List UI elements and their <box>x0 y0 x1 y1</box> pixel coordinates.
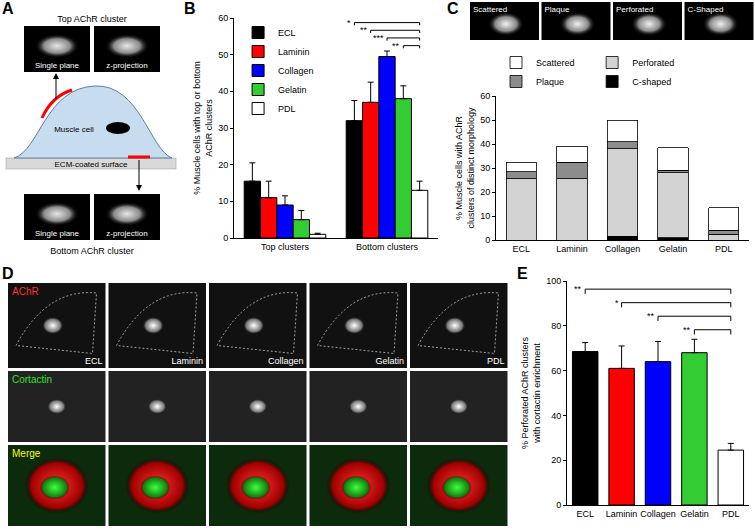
svg-text:20: 20 <box>551 455 561 465</box>
svg-text:ECL: ECL <box>278 28 296 38</box>
svg-text:***: *** <box>373 33 384 43</box>
svg-text:40: 40 <box>551 411 561 421</box>
svg-text:*: * <box>347 18 351 28</box>
svg-text:Perforated: Perforated <box>616 5 653 14</box>
svg-text:ECL: ECL <box>85 356 103 366</box>
svg-text:Laminin: Laminin <box>606 509 638 519</box>
html-text:E: E <box>517 265 528 282</box>
svg-text:Gelatin: Gelatin <box>278 85 307 95</box>
svg-text:0: 0 <box>223 233 228 243</box>
svg-text:PDL: PDL <box>487 356 505 366</box>
svg-text:PDL: PDL <box>722 509 740 519</box>
svg-text:Single plane: Single plane <box>35 229 80 238</box>
svg-text:Gelatin: Gelatin <box>659 244 688 254</box>
svg-text:% Muscle cells with top or bot: % Muscle cells with top or bottomAChR cl… <box>192 61 214 195</box>
svg-text:Gelatin: Gelatin <box>375 356 404 366</box>
svg-text:10: 10 <box>480 211 490 221</box>
svg-text:Single plane: Single plane <box>35 61 80 70</box>
svg-text:100: 100 <box>546 276 561 286</box>
svg-text:Laminin: Laminin <box>556 244 588 254</box>
svg-text:Collagen: Collagen <box>605 244 641 254</box>
svg-text:Scattered: Scattered <box>473 5 507 14</box>
html-text:A: A <box>2 0 14 17</box>
svg-text:**: ** <box>574 284 582 294</box>
svg-text:20: 20 <box>480 187 490 197</box>
svg-text:z-projection: z-projection <box>106 61 147 70</box>
svg-text:Merge: Merge <box>12 448 41 459</box>
svg-text:**: ** <box>392 41 400 51</box>
svg-text:Perforated: Perforated <box>632 58 674 68</box>
svg-text:0: 0 <box>485 235 490 245</box>
svg-text:ECL: ECL <box>513 244 531 254</box>
svg-text:Bottom AChR cluster: Bottom AChR cluster <box>50 246 134 256</box>
svg-text:60: 60 <box>551 366 561 376</box>
svg-text:Bottom clusters: Bottom clusters <box>356 242 419 252</box>
svg-text:Cortactin: Cortactin <box>12 374 52 385</box>
html-text:D: D <box>2 265 14 282</box>
svg-text:Collagen: Collagen <box>278 66 314 76</box>
svg-text:Plaque: Plaque <box>545 5 570 14</box>
svg-text:*: * <box>615 298 619 308</box>
svg-text:% Perforated AChR clusterswith: % Perforated AChR clusterswith cortactin… <box>520 336 542 449</box>
svg-text:ECM-coated surface: ECM-coated surface <box>55 160 128 169</box>
svg-text:40: 40 <box>480 139 490 149</box>
svg-text:PDL: PDL <box>715 244 733 254</box>
svg-text:60: 60 <box>480 91 490 101</box>
svg-text:30: 30 <box>218 123 228 133</box>
svg-text:Collagen: Collagen <box>268 356 304 366</box>
svg-text:0: 0 <box>556 500 561 510</box>
svg-text:Collagen: Collagen <box>640 509 676 519</box>
svg-text:C-Shaped: C-Shaped <box>688 5 724 14</box>
svg-text:Scattered: Scattered <box>536 58 575 68</box>
svg-text:Gelatin: Gelatin <box>680 509 709 519</box>
html-text:C: C <box>447 0 459 17</box>
svg-text:30: 30 <box>480 163 490 173</box>
svg-text:80: 80 <box>551 321 561 331</box>
svg-text:Laminin: Laminin <box>171 356 203 366</box>
svg-text:10: 10 <box>218 196 228 206</box>
html-text:B: B <box>184 0 196 17</box>
svg-text:40: 40 <box>218 86 228 96</box>
svg-text:**: ** <box>683 325 691 335</box>
svg-text:60: 60 <box>218 13 228 23</box>
svg-text:Laminin: Laminin <box>278 47 310 57</box>
svg-text:50: 50 <box>218 50 228 60</box>
svg-text:50: 50 <box>480 115 490 125</box>
svg-text:z-projection: z-projection <box>106 229 147 238</box>
svg-text:Muscle cell: Muscle cell <box>54 125 94 134</box>
svg-text:% Muscle cells with AChRcluste: % Muscle cells with AChRclusters of dist… <box>454 107 476 229</box>
svg-text:PDL: PDL <box>278 104 296 114</box>
svg-text:ECL: ECL <box>576 509 594 519</box>
svg-text:**: ** <box>647 311 655 321</box>
svg-text:20: 20 <box>218 160 228 170</box>
svg-text:Top clusters: Top clusters <box>261 242 310 252</box>
svg-text:AChR: AChR <box>12 286 39 297</box>
svg-text:C-shaped: C-shaped <box>632 77 671 87</box>
svg-text:**: ** <box>360 25 368 35</box>
svg-text:Plaque: Plaque <box>536 77 564 87</box>
svg-text:Top AChR cluster: Top AChR cluster <box>57 14 127 24</box>
